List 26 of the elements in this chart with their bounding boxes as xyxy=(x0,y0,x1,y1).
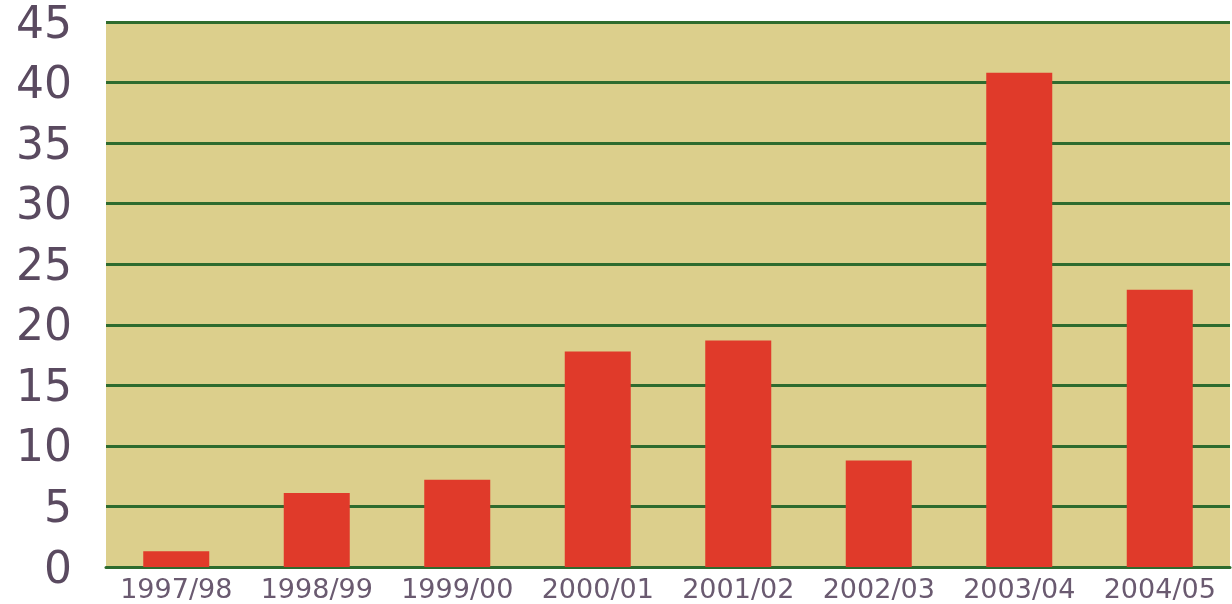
x-tick-label: 1997/98 xyxy=(120,573,233,604)
bar xyxy=(1126,289,1193,567)
y-tick-label: 20 xyxy=(16,299,72,351)
x-tick-label: 2004/05 xyxy=(1103,573,1216,604)
bar xyxy=(143,551,210,567)
x-tick-label: 2003/04 xyxy=(963,573,1076,604)
bar xyxy=(986,72,1053,567)
y-tick-label: 15 xyxy=(16,359,72,411)
y-tick-label: 40 xyxy=(16,57,72,109)
y-tick-label: 0 xyxy=(44,541,72,593)
y-tick-label: 45 xyxy=(16,0,72,48)
x-tick-label: 2000/01 xyxy=(541,573,654,604)
bar xyxy=(705,340,772,567)
x-tick-label: 2002/03 xyxy=(822,573,935,604)
x-tick-label: 1998/99 xyxy=(260,573,373,604)
bar xyxy=(564,351,631,567)
x-tick-label: 2001/02 xyxy=(682,573,795,604)
y-tick-label: 10 xyxy=(16,420,72,472)
y-tick-label: 30 xyxy=(16,178,72,230)
y-tick-label: 25 xyxy=(16,238,72,290)
bar xyxy=(283,493,350,567)
x-tick-label: 1999/00 xyxy=(401,573,514,604)
bar xyxy=(424,479,491,567)
y-tick-label: 5 xyxy=(44,480,72,532)
bar xyxy=(845,460,912,567)
y-tick-label: 35 xyxy=(16,117,72,169)
